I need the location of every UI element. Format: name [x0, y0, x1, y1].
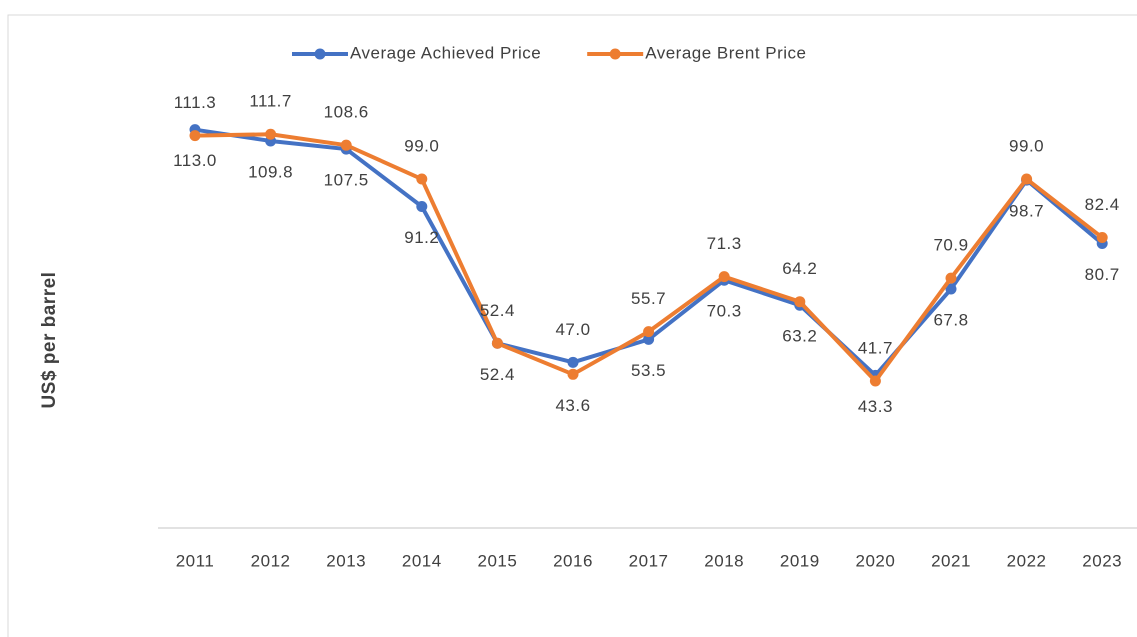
- data-label: 47.0: [555, 320, 590, 339]
- data-label: 55.7: [631, 289, 666, 308]
- point: [718, 271, 730, 283]
- point: [189, 130, 201, 142]
- data-label: 107.5: [324, 171, 369, 190]
- data-label: 98.7: [1009, 202, 1044, 221]
- x-tick-label: 2011: [176, 551, 215, 570]
- data-label: 41.7: [858, 338, 893, 357]
- point: [265, 128, 277, 140]
- x-tick-label: 2013: [326, 551, 366, 570]
- x-tick-label: 2012: [251, 551, 291, 570]
- point: [945, 272, 957, 284]
- data-label: 63.2: [782, 327, 817, 346]
- data-label: 70.9: [933, 236, 968, 255]
- point: [567, 368, 579, 380]
- x-tick-label: 2020: [855, 551, 895, 570]
- data-label: 91.2: [404, 228, 439, 247]
- x-tick-label: 2023: [1082, 551, 1122, 570]
- data-label: 43.6: [555, 396, 590, 415]
- data-label: 71.3: [707, 234, 742, 253]
- point: [794, 296, 806, 308]
- point: [945, 283, 957, 295]
- data-label: 109.8: [248, 162, 293, 181]
- data-label: 70.3: [707, 302, 742, 321]
- x-tick-label: 2014: [402, 551, 442, 570]
- legend-label: Average Brent Price: [645, 43, 806, 62]
- data-label: 113.0: [173, 151, 217, 170]
- point: [643, 326, 655, 338]
- data-label: 52.4: [480, 365, 515, 384]
- point: [1021, 173, 1033, 185]
- point: [643, 333, 655, 345]
- chart-frame: [7, 14, 1137, 637]
- data-label: 43.3: [858, 397, 893, 416]
- x-tick-label: 2019: [780, 551, 820, 570]
- data-label: 99.0: [404, 137, 439, 156]
- data-label: 64.2: [782, 259, 817, 278]
- point: [416, 201, 428, 213]
- data-label: 80.7: [1085, 265, 1120, 284]
- legend-label: Average Achieved Price: [350, 43, 541, 62]
- x-tick-label: 2021: [931, 551, 971, 570]
- data-label: 108.6: [324, 103, 369, 122]
- point: [416, 173, 428, 185]
- x-tick-label: 2017: [629, 551, 669, 570]
- x-tick-label: 2018: [704, 551, 744, 570]
- point: [567, 356, 579, 368]
- x-tick-label: 2015: [477, 551, 517, 570]
- data-label: 53.5: [631, 361, 666, 380]
- data-label: 111.7: [249, 92, 292, 111]
- x-tick-label: 2022: [1007, 551, 1047, 570]
- point: [491, 337, 503, 349]
- y-axis-title: US$ per barrel: [39, 272, 60, 409]
- data-label: 111.3: [174, 93, 217, 112]
- legend-marker: [609, 48, 621, 60]
- x-tick-label: 2016: [553, 551, 593, 570]
- legend-marker: [314, 48, 326, 60]
- data-label: 82.4: [1085, 195, 1120, 214]
- data-label: 99.0: [1009, 137, 1044, 156]
- point: [340, 139, 352, 151]
- data-label: 52.4: [480, 301, 515, 320]
- point: [869, 375, 881, 387]
- data-label: 67.8: [933, 310, 968, 329]
- point: [1096, 232, 1108, 244]
